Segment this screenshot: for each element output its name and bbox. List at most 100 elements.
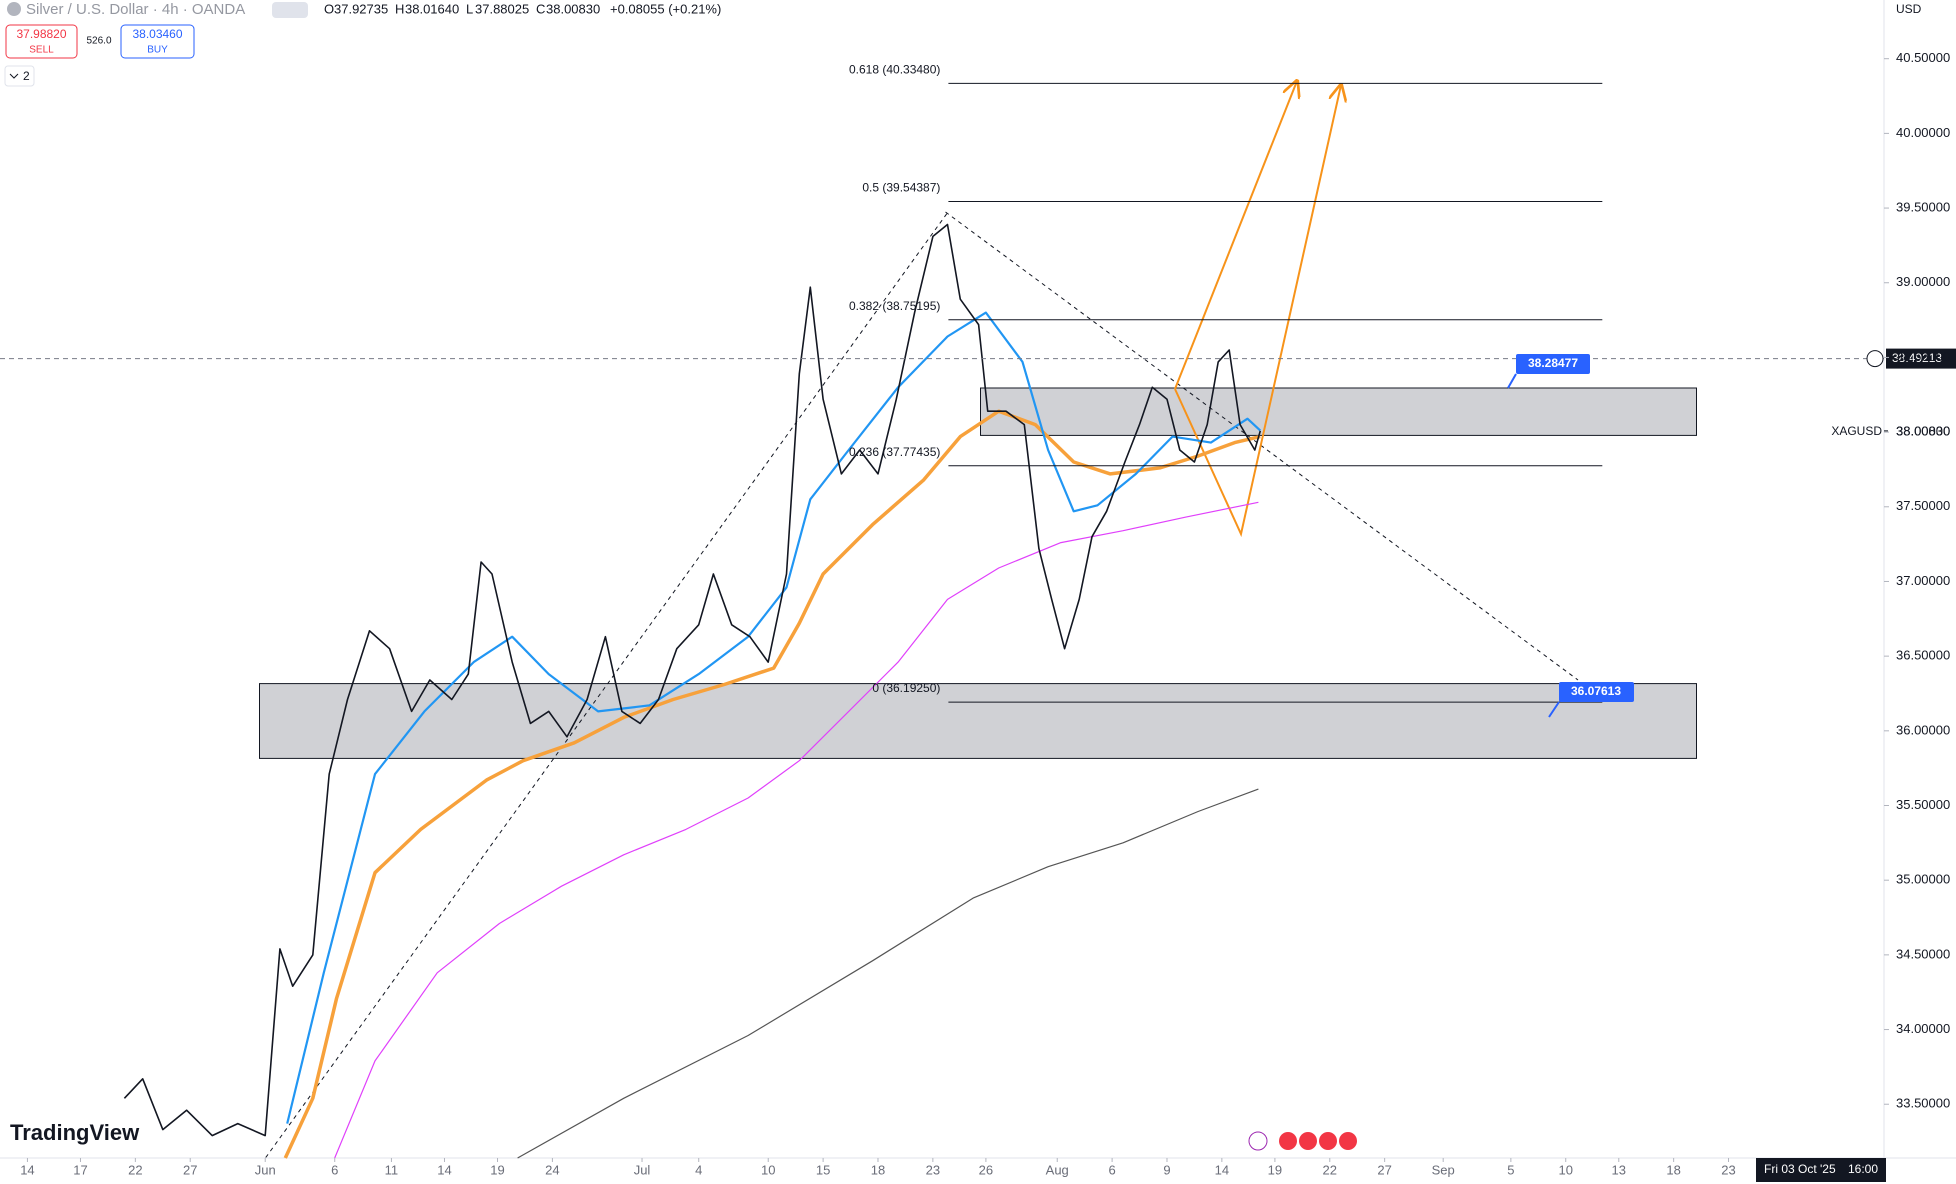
ohlc-label: L (466, 1, 473, 16)
fib-label: 0.5 (39.54387) (862, 181, 940, 195)
date: Fri 03 Oct '25 (1764, 1162, 1836, 1176)
x-tick-label: 19 (1268, 1162, 1282, 1177)
series-line (123, 223, 1262, 1137)
last-price-label: 38.00830 (1896, 423, 1950, 438)
x-tick-label: 19 (490, 1162, 504, 1177)
x-tick-label: Aug (1046, 1162, 1069, 1177)
sell-price[interactable]: 37.98820 (16, 27, 66, 41)
chevron (9, 73, 19, 79)
x-tick-label: 14 (1215, 1162, 1229, 1177)
spread: 526.0 (86, 36, 111, 47)
symbol-icon (7, 2, 21, 16)
y-tick-label: 40.50000 (1896, 50, 1950, 65)
ohlc: O 37.92735 H 38.01640 L 37.88025 C 38.00… (324, 1, 721, 16)
symbol: Silver / U.S. Dollar · 4h · OANDA (26, 1, 245, 18)
logo: TradingView (10, 1120, 140, 1145)
y-tick-label: 36.00000 (1896, 722, 1950, 737)
y-tick-label: 40.00000 (1896, 125, 1950, 140)
series-line (517, 788, 1259, 1159)
x-tick-label: 18 (871, 1162, 885, 1177)
crosshair-box (1886, 348, 1956, 369)
x-tick-label: 18 (1666, 1162, 1680, 1177)
crosshair-plus (1866, 350, 1884, 368)
event-icon[interactable] (1248, 1131, 1268, 1151)
x-tick-label: 6 (331, 1162, 338, 1177)
y-tick-label: 35.00000 (1896, 872, 1950, 887)
event-icon[interactable] (1299, 1132, 1317, 1150)
x-tick-label: 26 (979, 1162, 993, 1177)
trend-line (265, 211, 949, 1158)
fib-label: 0.618 (40.33480) (849, 63, 940, 77)
callout-box (1516, 354, 1590, 374)
y-tick-label: 38.00000 (1896, 424, 1950, 439)
time: 16:00 (1848, 1162, 1878, 1176)
fib-label: 0.236 (37.77435) (849, 445, 940, 459)
x-tick-label: Sep (1432, 1162, 1455, 1177)
x-tick-label: Jun (255, 1162, 276, 1177)
x-tick-label: 27 (1377, 1162, 1391, 1177)
ohlc-label: C (536, 1, 545, 16)
x-tick-label: 23 (926, 1162, 940, 1177)
overlay: 0.618 (40.33480) 0.5 (39.54387) 0.382 (38.… (0, 63, 1956, 703)
x-tick-label: 5 (1507, 1162, 1514, 1177)
series-layer (123, 223, 1262, 1159)
callout-label: 36.07613 (1571, 684, 1621, 698)
x-tick-label: 14 (20, 1162, 34, 1177)
ohlc-value: 37.92735 (334, 1, 388, 16)
y-tick-label: 35.50000 (1896, 797, 1950, 812)
projection (1174, 81, 1297, 390)
callout-tail (1548, 701, 1560, 718)
trend-line (945, 211, 1579, 681)
y-tick-label: 33.50000 (1896, 1096, 1950, 1111)
ohlc-change: +0.08055 (+0.21%) (610, 1, 721, 16)
x-tick-label: 10 (1558, 1162, 1572, 1177)
y-tick-label: 36.50000 (1896, 648, 1950, 663)
callout-box (1559, 682, 1634, 702)
x-tick-label: 4 (695, 1162, 702, 1177)
sell-label[interactable]: SELL (29, 45, 54, 56)
currency[interactable]: USD (1896, 2, 1922, 16)
symbol-label: XAGUSD (1831, 424, 1882, 438)
x-tick-label: 23 (1721, 1162, 1735, 1177)
y-tick-label: 37.00000 (1896, 573, 1950, 588)
y-tick-label: 34.50000 (1896, 946, 1950, 961)
x-tick-label: 10 (761, 1162, 775, 1177)
resistance-zone (980, 387, 1697, 436)
series-line (334, 501, 1259, 1159)
x-tick-label: 9 (1163, 1162, 1170, 1177)
y-tick-label: 39.50000 (1896, 199, 1950, 214)
indicators-count[interactable]: 2 (23, 69, 30, 83)
status-badge (272, 2, 308, 18)
fib-label: 0.382 (38.75195) (849, 299, 940, 313)
buy-price[interactable]: 38.03460 (132, 27, 182, 41)
y-tick-label: 39.00000 (1896, 274, 1950, 289)
ohlc-value: 37.88025 (475, 1, 529, 16)
buy-label[interactable]: BUY (147, 45, 168, 56)
x-tick-label: 14 (437, 1162, 451, 1177)
ohlc-label: O (324, 1, 334, 16)
crosshair-label: 38.49213 (1892, 351, 1942, 365)
event-icon[interactable] (1319, 1132, 1337, 1150)
x-tick-label: 22 (128, 1162, 142, 1177)
callout-tail (1507, 373, 1517, 389)
fib-label: 0 (36.19250) (872, 681, 940, 695)
x-tick-label: 11 (385, 1162, 399, 1177)
x-tick-label: 24 (545, 1162, 559, 1177)
series-line (283, 409, 1261, 1159)
ohlc-value: 38.01640 (405, 1, 459, 16)
x-tick-label: 15 (816, 1162, 830, 1177)
y-tick-label: 38.50000 (1896, 349, 1950, 364)
sell-button[interactable] (5, 24, 78, 59)
event-icon[interactable] (1279, 1132, 1297, 1150)
support-zone (259, 683, 1697, 759)
series-line (286, 311, 1262, 1124)
projection (1174, 85, 1341, 538)
event-icon[interactable] (1339, 1132, 1357, 1150)
buy-button[interactable] (120, 24, 195, 59)
y-tick-label: 37.50000 (1896, 498, 1950, 513)
x-tick-label: 27 (183, 1162, 197, 1177)
x-tick-label: 6 (1108, 1162, 1115, 1177)
x-tick-label: 13 (1612, 1162, 1626, 1177)
indicators-toggle[interactable] (4, 65, 35, 87)
